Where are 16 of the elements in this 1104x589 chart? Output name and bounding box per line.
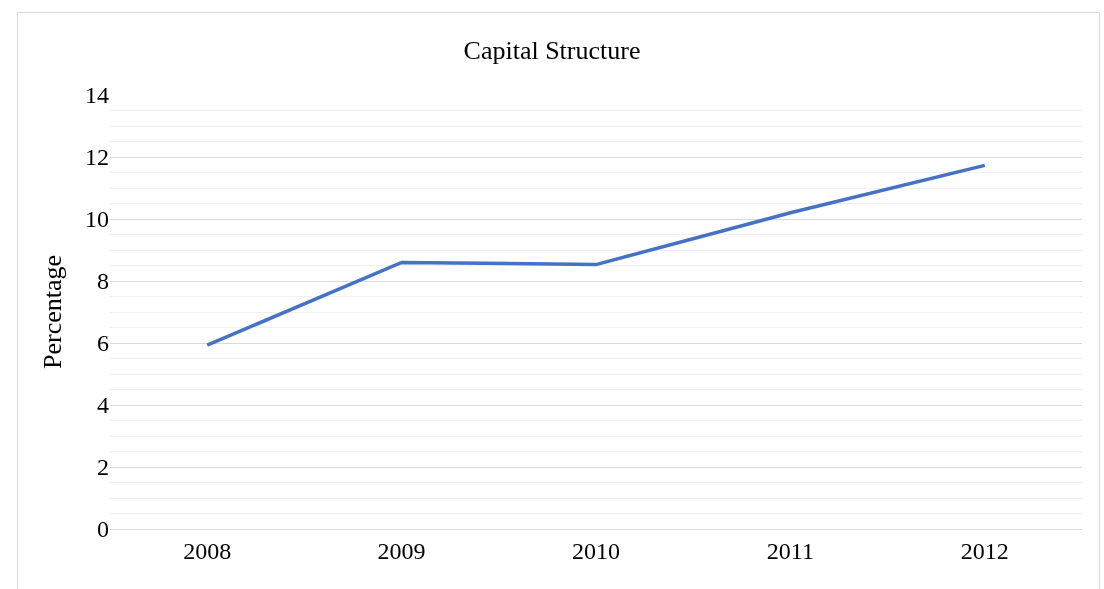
y-tick-label: 2 bbox=[97, 454, 109, 481]
y-tick-label: 10 bbox=[85, 206, 109, 233]
x-tick-label: 2010 bbox=[572, 537, 620, 564]
x-tick-label: 2008 bbox=[183, 537, 232, 564]
x-tick-label: 2011 bbox=[766, 537, 814, 564]
y-axis-title: Percentage bbox=[38, 254, 68, 370]
y-tick-label: 8 bbox=[97, 268, 109, 295]
y-tick-label: 6 bbox=[97, 330, 109, 357]
chart-title: Capital Structure bbox=[463, 36, 641, 66]
y-tick-label: 4 bbox=[97, 392, 109, 419]
x-tick-label: 2012 bbox=[960, 537, 1009, 564]
y-tick-label: 0 bbox=[97, 516, 109, 543]
y-tick-label: 12 bbox=[85, 144, 109, 171]
line-series bbox=[205, 163, 987, 347]
x-tick-label: 2009 bbox=[377, 537, 426, 564]
y-tick-label: 14 bbox=[85, 82, 109, 109]
